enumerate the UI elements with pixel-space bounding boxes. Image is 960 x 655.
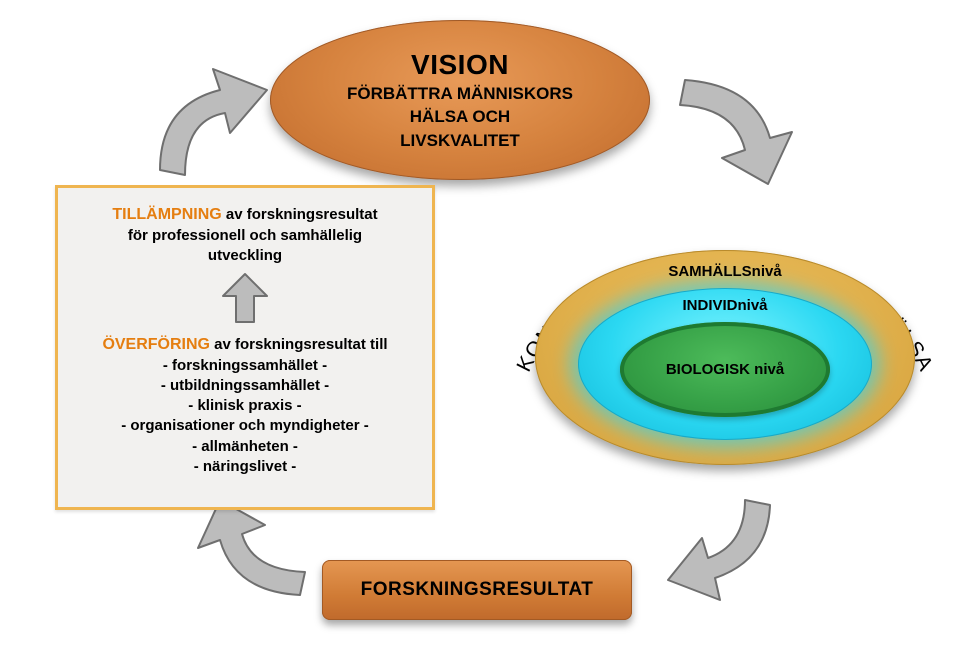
list-item: - organisationer och myndigheter - xyxy=(76,416,414,436)
diagram-stage: VISION FÖRBÄTTRA MÄNNISKORS HÄLSA OCH LI… xyxy=(0,0,960,655)
panel-inner-arrow-wrap xyxy=(76,272,414,326)
application-transfer-panel: TILLÄMPNING av forskningsresultat för pr… xyxy=(55,185,435,510)
application-line3: utveckling xyxy=(208,247,282,264)
vision-title: VISION xyxy=(411,49,509,81)
vision-subtitle-2: HÄLSA OCH xyxy=(410,106,510,127)
arrow-concept-to-results xyxy=(660,490,790,610)
application-keyword: TILLÄMPNING xyxy=(112,206,221,223)
concept-label-mid: INDIVIDnivå xyxy=(510,297,940,314)
transfer-list: - forskningssamhället - - utbildningssam… xyxy=(76,356,414,478)
concept-label-outer: SAMHÄLLSnivå xyxy=(510,263,940,280)
results-label: FORSKNINGSRESULTAT xyxy=(361,579,594,601)
arrow-vision-to-concept xyxy=(660,60,810,200)
application-block: TILLÄMPNING av forskningsresultat för pr… xyxy=(76,204,414,266)
transfer-block: ÖVERFÖRING av forskningsresultat till - … xyxy=(76,334,414,477)
list-item: - näringslivet - xyxy=(76,457,414,477)
transfer-rest: av forskningsresultat till xyxy=(210,336,388,353)
vision-ellipse: VISION FÖRBÄTTRA MÄNNISKORS HÄLSA OCH LI… xyxy=(270,20,650,180)
list-item: - klinisk praxis - xyxy=(76,396,414,416)
concept-level-inner: BIOLOGISK nivå xyxy=(620,322,830,417)
arrow-results-to-panel xyxy=(180,500,320,620)
list-item: - forskningssamhället - xyxy=(76,356,414,376)
application-rest1: av forskningsresultat xyxy=(222,206,378,223)
transfer-keyword: ÖVERFÖRING xyxy=(102,336,210,353)
application-line2: för professionell och samhällelig xyxy=(128,227,362,244)
list-item: - utbildningssamhället - xyxy=(76,376,414,396)
arrow-panel-to-vision xyxy=(135,55,275,185)
vision-subtitle-1: FÖRBÄTTRA MÄNNISKORS xyxy=(347,83,573,104)
results-box: FORSKNINGSRESULTAT xyxy=(322,560,632,620)
concept-label-inner: BIOLOGISK nivå xyxy=(666,361,784,378)
vision-subtitle-3: LIVSKVALITET xyxy=(400,130,520,151)
concept-group: KONCEPT FÖR ORAL HÄLSA OCH OHÄLSA SAMHÄL… xyxy=(510,200,940,500)
arrow-transfer-to-application xyxy=(221,272,269,326)
list-item: - allmänheten - xyxy=(76,437,414,457)
